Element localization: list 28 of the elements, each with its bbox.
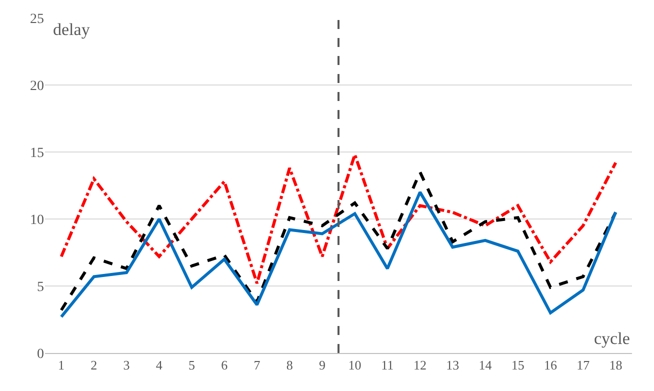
x-tick-label: 9: [318, 358, 326, 373]
x-tick-label: 14: [478, 358, 492, 373]
x-axis-title: cycle: [594, 329, 630, 348]
y-tick-label: 15: [30, 146, 44, 161]
y-axis-title: delay: [53, 20, 90, 39]
x-tick-label: 4: [156, 358, 163, 373]
x-tick-label: 10: [348, 358, 362, 373]
x-tick-label: 6: [221, 358, 228, 373]
x-tick-label: 16: [544, 358, 558, 373]
x-tick-label: 1: [58, 358, 65, 373]
x-tick-label: 7: [254, 358, 261, 373]
line-series: [60, 190, 618, 318]
x-tick-label: 8: [286, 358, 293, 373]
x-tick-label: 15: [511, 358, 524, 373]
x-tick-label: 17: [576, 358, 590, 373]
line-series: [60, 153, 618, 285]
y-tick-label: 20: [30, 78, 44, 94]
y-tick-label: 10: [30, 212, 44, 228]
y-tick-label: 25: [30, 12, 44, 27]
x-tick-label: 12: [414, 358, 427, 373]
x-tick-label: 2: [90, 358, 98, 373]
x-tick-label: 5: [188, 358, 195, 373]
x-tick-label: 11: [381, 358, 394, 373]
x-tick-label: 13: [446, 358, 460, 373]
x-tick-label: 3: [123, 358, 130, 373]
y-tick-label: 5: [37, 280, 44, 295]
x-tick-label: 18: [609, 358, 622, 373]
y-tick-label: 0: [37, 346, 44, 362]
